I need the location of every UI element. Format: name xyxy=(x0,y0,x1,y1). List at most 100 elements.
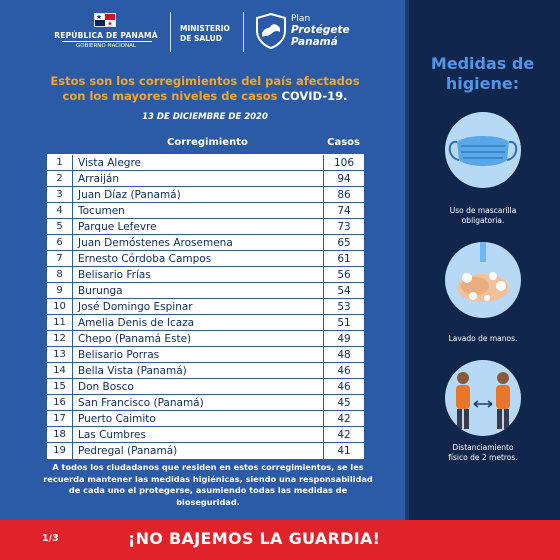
row-number: 17 xyxy=(47,411,73,426)
caption-handwash: Lavado de manos. xyxy=(448,334,518,343)
row-number: 9 xyxy=(47,283,73,298)
table-row: 11 Amelia Denis de Icaza 51 xyxy=(47,315,364,331)
government-subtitle: GOBIERNO NACIONAL xyxy=(76,43,136,49)
divider xyxy=(243,12,244,52)
corregimiento-name: Ernesto Córdoba Campos xyxy=(73,251,324,266)
corregimiento-name: Arraiján xyxy=(73,171,324,186)
case-count: 86 xyxy=(337,188,351,201)
table-row: 18 Las Cumbres 42 xyxy=(47,427,364,443)
plan-name: Protégete Panamá xyxy=(291,24,350,48)
divider xyxy=(170,12,171,52)
social-distance-icon xyxy=(445,360,521,436)
case-count: 42 xyxy=(337,428,351,441)
corregimiento-name: Puerto Caimito xyxy=(73,411,324,426)
corregimiento-name: Bella Vista (Panamá) xyxy=(73,363,324,378)
corregimiento-name: Amelia Denis de Icaza xyxy=(73,315,324,330)
case-count: 61 xyxy=(337,252,351,265)
republic-title: REPÚBLICA DE PANAMÁ xyxy=(54,31,158,40)
bottom-banner xyxy=(0,520,560,560)
report-date: 13 DE DICIEMBRE DE 2020 xyxy=(142,112,268,122)
page-indicator: 1/3 xyxy=(42,533,59,544)
row-number: 19 xyxy=(47,443,73,459)
table-header: Corregimiento Casos xyxy=(47,135,364,155)
corregimiento-name: Las Cumbres xyxy=(73,427,324,442)
caption-mask: Uso de mascarilla obligatoria. xyxy=(449,206,517,225)
cases-table: Corregimiento Casos 1 Vista Alegre 106 2 Arr… xyxy=(47,135,364,459)
row-number: 14 xyxy=(47,363,73,378)
table-row: 16 San Francisco (Panamá) 45 xyxy=(47,395,364,411)
intro-heading: Estos son los corregimientos del país af… xyxy=(50,74,360,103)
table-row: 19 Pedregal (Panamá) 41 xyxy=(47,443,364,459)
row-number: 11 xyxy=(47,315,73,330)
row-number: 1 xyxy=(47,155,73,170)
corregimiento-name: Belisario Porras xyxy=(73,347,324,362)
table-row: 6 Juan Demóstenes Arosemena 65 xyxy=(47,235,364,251)
corregimiento-name: Burunga xyxy=(73,283,324,298)
row-number: 18 xyxy=(47,427,73,442)
row-number: 13 xyxy=(47,347,73,362)
column-header-corregimiento: Corregimiento xyxy=(167,137,248,148)
row-number: 7 xyxy=(47,251,73,266)
row-number: 16 xyxy=(47,395,73,410)
table-row: 3 Juan Díaz (Panamá) 86 xyxy=(47,187,364,203)
table-row: 1 Vista Alegre 106 xyxy=(47,155,364,171)
corregimiento-name: Tocumen xyxy=(73,203,324,218)
panama-flag-icon xyxy=(94,13,116,27)
hand-washing-icon xyxy=(445,242,521,318)
shield-logo-icon xyxy=(256,13,286,49)
table-body: 1 Vista Alegre 106 2 Arraiján 94 3 Juan Díaz (P… xyxy=(47,155,364,459)
case-count: 106 xyxy=(333,156,355,169)
case-count: 46 xyxy=(337,380,351,393)
header: REPÚBLICA DE PANAMÁ GOBIERNO NACIONAL MI… xyxy=(0,0,405,62)
case-count: 73 xyxy=(337,220,351,233)
face-mask-icon xyxy=(445,112,521,188)
table-row: 5 Parque Lefevre 73 xyxy=(47,219,364,235)
table-row: 7 Ernesto Córdoba Campos 61 xyxy=(47,251,364,267)
case-count: 46 xyxy=(337,364,351,377)
corregimiento-name: Belisario Frías xyxy=(73,267,324,282)
case-count: 49 xyxy=(337,332,351,345)
column-header-casos: Casos xyxy=(327,137,360,148)
case-count: 54 xyxy=(337,284,351,297)
case-count: 94 xyxy=(337,172,351,185)
row-number: 12 xyxy=(47,331,73,346)
case-count: 74 xyxy=(337,204,351,217)
case-count: 41 xyxy=(337,445,351,457)
table-row: 14 Bella Vista (Panamá) 46 xyxy=(47,363,364,379)
panel-title: Medidas de higiene: xyxy=(430,54,535,93)
corregimiento-name: Chepo (Panamá Este) xyxy=(73,331,324,346)
corregimiento-name: Don Bosco xyxy=(73,379,324,394)
corregimiento-name: Juan Demóstenes Arosemena xyxy=(73,235,324,250)
ministry-title: MINISTERIO DE SALUD xyxy=(180,24,230,43)
corregimiento-name: Vista Alegre xyxy=(73,155,324,170)
table-row: 13 Belisario Porras 48 xyxy=(47,347,364,363)
advisory-text: A todos los ciudadanos que residen en es… xyxy=(43,462,373,507)
row-number: 3 xyxy=(47,187,73,202)
corregimiento-name: Parque Lefevre xyxy=(73,219,324,234)
divider xyxy=(62,41,152,42)
corregimiento-name: José Domingo Espinar xyxy=(73,299,324,314)
table-row: 9 Burunga 54 xyxy=(47,283,364,299)
table-row: 17 Puerto Caimito 42 xyxy=(47,411,364,427)
table-row: 4 Tocumen 74 xyxy=(47,203,364,219)
table-row: 12 Chepo (Panamá Este) 49 xyxy=(47,331,364,347)
table-row: 2 Arraiján 94 xyxy=(47,171,364,187)
table-row: 10 José Domingo Espinar 53 xyxy=(47,299,364,315)
case-count: 42 xyxy=(337,412,351,425)
corregimiento-name: Juan Díaz (Panamá) xyxy=(73,187,324,202)
case-count: 51 xyxy=(337,316,351,329)
table-row: 15 Don Bosco 46 xyxy=(47,379,364,395)
case-count: 56 xyxy=(337,268,351,281)
case-count: 48 xyxy=(337,348,351,361)
caption-distance: Distanciamiento físico de 2 metros. xyxy=(448,443,518,462)
plan-label: Plan xyxy=(291,14,311,24)
row-number: 4 xyxy=(47,203,73,218)
row-number: 10 xyxy=(47,299,73,314)
row-number: 8 xyxy=(47,267,73,282)
corregimiento-name: San Francisco (Panamá) xyxy=(73,395,324,410)
corregimiento-name: Pedregal (Panamá) xyxy=(73,443,324,459)
slogan: ¡NO BAJEMOS LA GUARDIA! xyxy=(128,529,381,548)
row-number: 2 xyxy=(47,171,73,186)
row-number: 6 xyxy=(47,235,73,250)
